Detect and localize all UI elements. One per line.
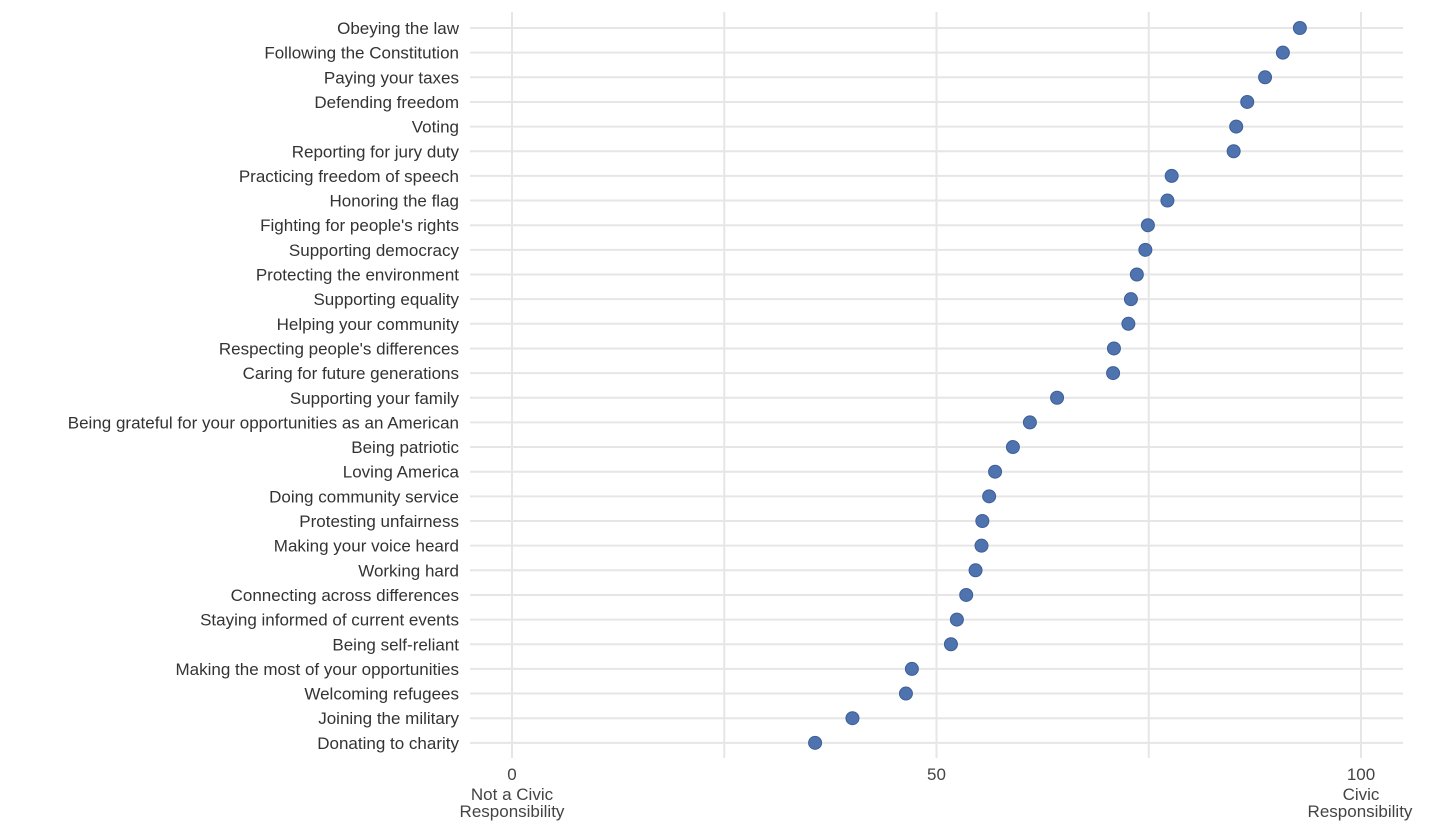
data-point — [898, 686, 913, 701]
data-point — [1129, 267, 1144, 282]
category-label: Welcoming refugees — [304, 685, 459, 704]
category-label: Being patriotic — [351, 438, 459, 457]
data-point — [974, 538, 989, 553]
category-label: Loving America — [343, 463, 460, 482]
category-label: Honoring the flag — [330, 192, 459, 211]
data-point — [1258, 70, 1273, 85]
data-point — [975, 514, 990, 528]
category-label: Fighting for people's rights — [260, 216, 459, 235]
category-label: Joining the military — [318, 709, 459, 728]
category-label: Voting — [412, 118, 459, 137]
category-label: Defending freedom — [314, 93, 459, 112]
category-label: Respecting people's differences — [219, 339, 459, 358]
category-label: Following the Constitution — [264, 44, 459, 63]
category-label: Protesting unfairness — [299, 512, 459, 531]
data-point — [1292, 21, 1307, 35]
category-label: Being grateful for your opportunities as… — [68, 413, 459, 432]
data-point — [1138, 242, 1153, 257]
data-point — [1164, 168, 1179, 183]
category-labels: Obeying the law Following the Constitutio… — [68, 19, 460, 753]
data-point — [1160, 193, 1175, 208]
x-end-label-left-line1: Not a Civic — [471, 785, 554, 804]
data-point — [968, 563, 983, 578]
data-point — [845, 711, 860, 726]
x-end-label-right-line1: Civic — [1343, 785, 1380, 804]
x-end-label-right-line2: Responsibility — [1308, 802, 1413, 821]
category-label: Helping your community — [277, 315, 460, 334]
category-label: Making your voice heard — [274, 537, 459, 556]
category-label: Obeying the law — [337, 19, 460, 38]
category-label: Supporting your family — [290, 389, 460, 408]
data-point — [1106, 366, 1121, 381]
data-point — [1106, 341, 1121, 356]
category-label: Reporting for jury duty — [292, 142, 460, 161]
category-label: Caring for future generations — [243, 364, 459, 383]
data-point — [1022, 415, 1037, 430]
data-point — [959, 587, 974, 602]
category-label: Doing community service — [269, 487, 459, 506]
x-tick-label: 50 — [927, 765, 946, 784]
x-tick-label: 100 — [1347, 765, 1375, 784]
x-end-label-left-line2: Responsibility — [460, 802, 565, 821]
category-label: Supporting equality — [313, 290, 459, 309]
category-label: Practicing freedom of speech — [239, 167, 459, 186]
data-point — [1240, 94, 1255, 109]
data-point — [1121, 316, 1136, 331]
category-label: Paying your taxes — [324, 68, 459, 87]
data-point — [949, 612, 964, 627]
horizontal-gridlines — [470, 27, 1403, 744]
data-point — [1226, 144, 1241, 159]
category-label: Protecting the environment — [256, 266, 459, 285]
category-label: Supporting democracy — [289, 241, 460, 260]
data-point — [943, 637, 958, 652]
data-point — [1140, 218, 1155, 233]
data-point — [1275, 45, 1290, 60]
category-label: Making the most of your opportunities — [176, 660, 459, 679]
category-label: Working hard — [358, 561, 459, 580]
data-point — [1123, 292, 1138, 307]
x-tick-labels: 0 50 100 — [507, 765, 1375, 784]
x-axis: 0 50 100 Not a Civic Responsibility Civic … — [460, 765, 1413, 821]
category-label: Connecting across differences — [231, 586, 459, 605]
data-point — [904, 661, 919, 676]
category-label: Being self-reliant — [332, 635, 459, 654]
data-point — [808, 735, 823, 750]
x-tick-label: 0 — [507, 765, 516, 784]
category-label: Donating to charity — [317, 734, 459, 753]
data-points — [808, 21, 1307, 750]
data-point — [988, 464, 1003, 479]
data-point — [1005, 440, 1020, 455]
data-point — [1229, 119, 1244, 134]
vertical-gridlines — [511, 12, 1362, 758]
category-label: Staying informed of current events — [200, 611, 459, 630]
data-point — [982, 489, 997, 504]
data-point — [1050, 390, 1065, 405]
